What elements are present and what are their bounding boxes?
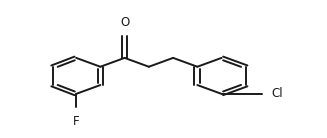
- Text: Cl: Cl: [272, 87, 284, 100]
- Text: O: O: [120, 16, 129, 29]
- Text: F: F: [73, 115, 79, 128]
